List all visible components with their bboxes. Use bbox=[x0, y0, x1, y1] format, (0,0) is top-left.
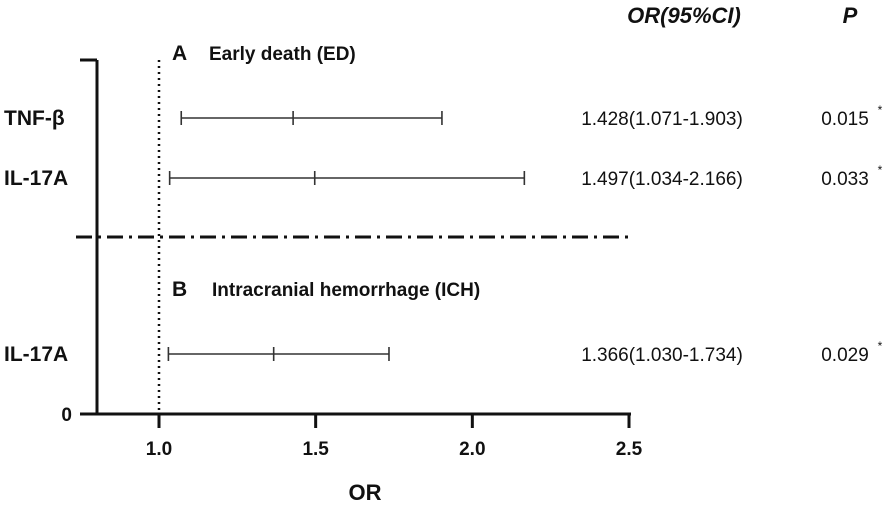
x-tick-label: 1.5 bbox=[302, 439, 329, 460]
y-tick-label: 0 bbox=[61, 405, 72, 426]
section-b-title: Intracranial hemorrhage (ICH) bbox=[212, 280, 480, 301]
p-value-header: P bbox=[843, 3, 858, 28]
section-b-letter: B bbox=[172, 278, 187, 301]
x-tick-label: 1.0 bbox=[146, 439, 172, 460]
p-value: 0.015 bbox=[821, 109, 869, 130]
section-a-title: Early death (ED) bbox=[209, 44, 356, 65]
row-label: IL-17A bbox=[4, 167, 68, 190]
x-axis-title: OR bbox=[349, 480, 382, 505]
significance-marker: * bbox=[878, 103, 883, 117]
significance-marker: * bbox=[878, 163, 883, 177]
x-tick-label: 2.0 bbox=[459, 439, 485, 460]
p-value: 0.033 bbox=[821, 169, 869, 190]
section-a-letter: A bbox=[172, 42, 187, 65]
or-ci-value: 1.497(1.034-2.166) bbox=[581, 169, 743, 190]
p-value: 0.029 bbox=[821, 345, 869, 366]
row-label: IL-17A bbox=[4, 343, 68, 366]
row-label: TNF-β bbox=[4, 107, 65, 130]
or-ci-header: OR(95%CI) bbox=[627, 3, 741, 28]
or-ci-value: 1.366(1.030-1.734) bbox=[581, 345, 743, 366]
significance-marker: * bbox=[878, 339, 883, 353]
x-tick-label: 2.5 bbox=[616, 439, 643, 460]
or-ci-value: 1.428(1.071-1.903) bbox=[581, 109, 743, 130]
